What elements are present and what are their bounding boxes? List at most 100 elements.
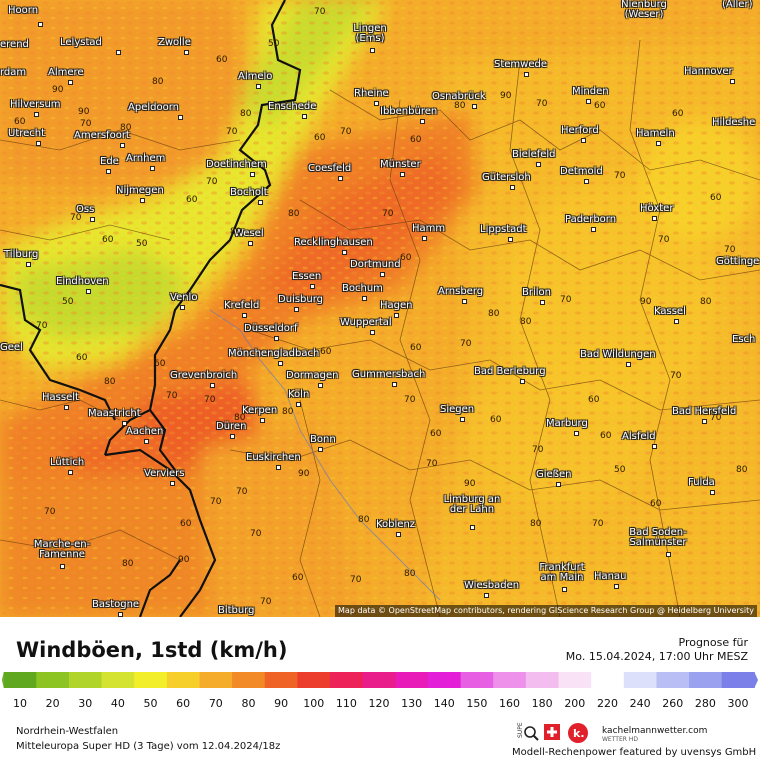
city-marker [574, 431, 579, 436]
city-label: Rheine [354, 88, 389, 99]
scale-tick-label: 280 [694, 697, 716, 710]
city-marker [68, 80, 73, 85]
city-label: Ede [100, 156, 119, 167]
gust-value: 70 [670, 371, 682, 381]
scale-swatch [3, 672, 37, 688]
brand-logos: SUPER k. [517, 722, 588, 743]
city-marker [462, 299, 467, 304]
city-marker [140, 198, 145, 203]
city-label: Bochum [342, 283, 383, 294]
city-label: Almelo [238, 71, 273, 82]
gust-value: 70 [460, 339, 472, 349]
city-marker [524, 72, 529, 77]
city-label: Duisburg [278, 294, 323, 305]
city-marker [614, 584, 619, 589]
city-label: Hagen [380, 300, 413, 311]
gust-value: 60 [490, 415, 502, 425]
city-marker [362, 296, 367, 301]
city-label: Gießen [536, 469, 572, 480]
city-marker [370, 330, 375, 335]
gust-value: 60 [400, 253, 412, 263]
city-label: Hamm [412, 223, 446, 234]
city-label: Gütersloh [482, 172, 531, 183]
scale-tick-label: 60 [176, 697, 191, 710]
city-marker [652, 216, 657, 221]
city-label: Lingen (Ems) [353, 23, 387, 44]
city-label: Nienburg (Weser) [621, 0, 667, 20]
city-marker [302, 114, 307, 119]
city-label: Lüttich [50, 457, 85, 468]
gust-value: 60 [14, 117, 26, 127]
city-label: Stemwede [494, 59, 547, 70]
gust-value: 80 [488, 309, 500, 319]
city-label: Lippstadt [480, 224, 527, 235]
scale-swatch [721, 672, 755, 688]
city-marker [296, 402, 301, 407]
scale-swatch [558, 672, 592, 688]
color-scale [0, 670, 760, 690]
scale-swatch [689, 672, 723, 688]
city-marker [400, 172, 405, 177]
city-label: Bielefeld [512, 149, 556, 160]
city-marker [170, 481, 175, 486]
city-label: Essen [292, 271, 322, 282]
city-marker [230, 434, 235, 439]
scale-swatch [656, 672, 690, 688]
city-label: Alsfeld [622, 431, 656, 442]
city-marker [278, 361, 283, 366]
city-marker [540, 300, 545, 305]
city-label: Gummersbach [352, 369, 426, 380]
city-label: Dortmund [350, 259, 401, 270]
gust-value: 60 [180, 519, 192, 529]
svg-text:SUPER: SUPER [517, 722, 524, 738]
scale-tick-label: 40 [110, 697, 125, 710]
city-label: Arnhem [126, 153, 166, 164]
gust-value: 70 [70, 213, 82, 223]
city-label: Fulda [688, 477, 715, 488]
gust-value: 80 [240, 109, 252, 119]
wind-gust-map: Hoorn Lelystad Zwolle Lingen (Ems) Nienburg … [0, 0, 760, 617]
gust-value: 60 [410, 343, 422, 353]
gust-value: 70 [260, 597, 272, 607]
city-marker [144, 439, 149, 444]
city-marker [120, 143, 125, 148]
gust-value: 90 [640, 297, 652, 307]
city-marker [380, 272, 385, 277]
city-marker [422, 236, 427, 241]
city-marker [710, 490, 715, 495]
city-marker [36, 141, 41, 146]
scale-swatch [395, 672, 429, 688]
scale-tick-label: 140 [433, 697, 455, 710]
city-marker [420, 119, 425, 124]
gust-value: 70 [658, 235, 670, 245]
gust-value: 80 [404, 569, 416, 579]
city-marker [702, 419, 707, 424]
city-label: Hanau [594, 571, 627, 582]
city-marker [342, 250, 347, 255]
city-marker [184, 50, 189, 55]
city-marker [68, 470, 73, 475]
scale-tick-label: 300 [727, 697, 749, 710]
city-marker [392, 382, 397, 387]
gust-value: 70 [36, 321, 48, 331]
gust-value: 80 [288, 209, 300, 219]
city-marker [730, 79, 735, 84]
model-run-label: Mitteleuropa Super HD (3 Tage) vom 12.04… [16, 741, 281, 752]
city-label: Limburg an der Lahn [443, 494, 501, 515]
city-label: Wiesbaden [464, 580, 520, 591]
scale-tick-label: 220 [596, 697, 618, 710]
city-label: Almere [48, 67, 84, 78]
city-marker [652, 444, 657, 449]
city-label: Osnabrück [432, 91, 486, 102]
gust-value: 70 [80, 119, 92, 129]
city-label: Eindhoven [56, 276, 109, 287]
powered-by: Modell-Rechenpower featured by uvensys G… [512, 747, 757, 758]
city-label: Tilburg [4, 249, 39, 260]
city-marker [562, 587, 567, 592]
scale-tick-label: 150 [466, 697, 488, 710]
city-label: Ibbenbüren [380, 106, 438, 117]
scale-arrow-left [2, 672, 4, 688]
city-label: Münster [380, 159, 421, 170]
city-marker [460, 417, 465, 422]
city-marker [250, 172, 255, 177]
